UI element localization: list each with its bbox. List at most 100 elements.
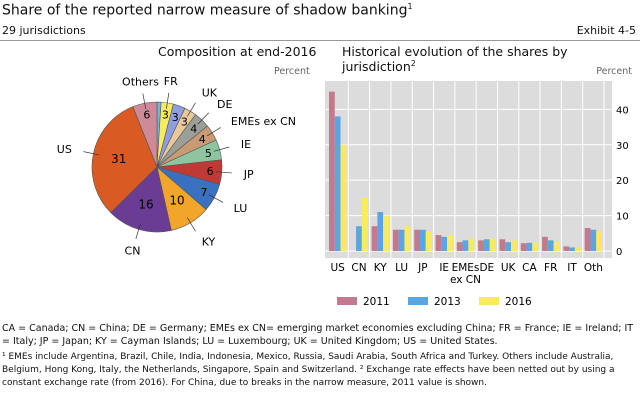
bar-2016-fr: [553, 242, 560, 251]
y-tick-label: 10: [616, 212, 629, 223]
bar-2013-lu: [398, 229, 405, 251]
charts: 3 FR 3 3 UK 4 DE 4 EMEs ex CN 5 IE 6 JP 7 LU 10 KY 16 CN 31…: [57, 75, 629, 308]
pie-value-label: 3: [172, 111, 179, 124]
legend-label-2011: 2011: [363, 296, 390, 308]
abbreviations-note: CA = Canada; CN = China; DE = Germany; E…: [2, 323, 634, 347]
bar-2011-lu: [392, 229, 399, 251]
pie-category-label: FR: [164, 75, 178, 88]
pie-value-label: 6: [207, 165, 214, 178]
bar-2011-ky: [371, 226, 378, 251]
bar-2016-it: [574, 247, 581, 251]
bar-2011-emes-ex-cn: [456, 242, 463, 251]
x-tick-label: CN: [351, 262, 366, 274]
pie-leader-line: [206, 127, 221, 137]
bar-2011-us: [329, 91, 335, 251]
bar-2013-oth: [590, 229, 597, 251]
bar-2016-lu: [404, 226, 411, 251]
bar-2011-de: [478, 240, 484, 251]
bar-2016-ie: [447, 235, 453, 251]
divider: [0, 40, 640, 41]
pie-leader-line: [208, 194, 224, 203]
pie-leader-line: [187, 102, 196, 117]
bar-2013-us: [334, 116, 341, 252]
pie-value-label: 4: [190, 122, 197, 135]
bar-2016-uk: [511, 240, 517, 251]
pie-value-label: 16: [138, 197, 153, 211]
pie-value-label: 5: [205, 147, 212, 160]
pie-category-label: CN: [125, 244, 141, 257]
bar-2013-ca: [526, 242, 533, 251]
pie-leader-line: [197, 112, 210, 125]
x-tick-label: IE: [439, 262, 449, 274]
x-tick-label: Oth: [584, 262, 603, 274]
pie-value-label: 3: [181, 115, 188, 128]
pie-value-label: 6: [143, 109, 150, 122]
bar-2013-de: [483, 239, 490, 251]
legend-label-2016: 2016: [505, 296, 532, 308]
x-tick-label: IT: [567, 262, 577, 274]
x-tick-label: UK: [501, 262, 517, 274]
legend-label-2013: 2013: [434, 296, 461, 308]
bar-2013-emes-ex-cn: [462, 240, 469, 251]
bar-title: Historical evolution of the shares by ju…: [342, 44, 568, 75]
bar-2013-cn: [356, 226, 362, 251]
bar-2011-ca: [520, 243, 527, 251]
bar-2013-ky: [377, 212, 384, 251]
plot-area: [325, 81, 612, 258]
y-tick-label: 20: [616, 176, 629, 187]
pie-category-label: JP: [243, 168, 254, 181]
pie-category-label: IE: [241, 138, 251, 151]
x-tick-label: CA: [522, 262, 537, 274]
pie-leader-line: [83, 151, 100, 156]
bar-unit: Percent: [596, 66, 632, 77]
pie-category-label: DE: [217, 98, 232, 111]
pie-unit: Percent: [274, 66, 310, 77]
bar-2013-fr: [547, 240, 554, 251]
x-tick-label: DE: [479, 262, 494, 274]
legend-swatch-2013: [408, 297, 428, 305]
legend-swatch-2011: [337, 297, 357, 305]
x-tick-label: LU: [395, 262, 408, 274]
x-tick-label: ex CN: [450, 274, 481, 286]
subtitle: 29 jurisdictions: [2, 24, 86, 37]
pie-value-label: 7: [200, 186, 207, 199]
bar-2016-oth: [596, 231, 602, 251]
pie-leader-line: [187, 217, 196, 232]
bar-2016-us: [340, 144, 347, 251]
bar-2016-de: [489, 238, 496, 251]
x-tick-label: US: [330, 262, 345, 274]
y-tick-label: 0: [616, 247, 622, 258]
x-tick-label: EMEs: [452, 262, 480, 274]
bar-2011-it: [563, 246, 570, 251]
bar-2011-jp: [414, 229, 420, 251]
pie-leader-line: [215, 171, 232, 174]
pie-category-label: UK: [202, 86, 218, 99]
y-tick-label: 30: [616, 141, 629, 152]
bar-2016-emes-ex-cn: [468, 238, 475, 251]
pie-title: Composition at end-2016: [158, 44, 317, 59]
bar-2013-uk: [505, 242, 511, 251]
bar-2011-oth: [584, 227, 591, 251]
bar-2016-jp: [425, 231, 432, 251]
bar-2016-ky: [383, 215, 389, 251]
footnotes: ¹ EMEs include Argentina, Brazil, Chile,…: [2, 352, 615, 388]
pie-category-label: Others: [122, 76, 159, 89]
pie-leader-line: [135, 223, 141, 240]
bar-2016-ca: [532, 242, 539, 251]
pie-value-label: 3: [162, 108, 169, 121]
bar-2013-ie: [441, 236, 448, 251]
x-tick-label: FR: [544, 262, 557, 274]
bar-2013-it: [569, 247, 575, 251]
pie-leader-line: [165, 92, 170, 109]
exhibit-title: Share of the reported narrow measure of …: [2, 2, 413, 19]
pie-leader-line: [213, 146, 230, 152]
pie-value-label: 4: [199, 133, 206, 146]
y-tick-label: 40: [616, 105, 629, 116]
x-tick-label: KY: [374, 262, 388, 274]
bar-2011-ie: [435, 235, 442, 251]
pie-category-label: EMEs ex CN: [231, 115, 296, 128]
x-tick-label: JP: [417, 262, 427, 274]
pie-leader-line: [142, 93, 147, 110]
bar-2011-fr: [542, 236, 548, 251]
bar-2011-uk: [499, 239, 506, 251]
